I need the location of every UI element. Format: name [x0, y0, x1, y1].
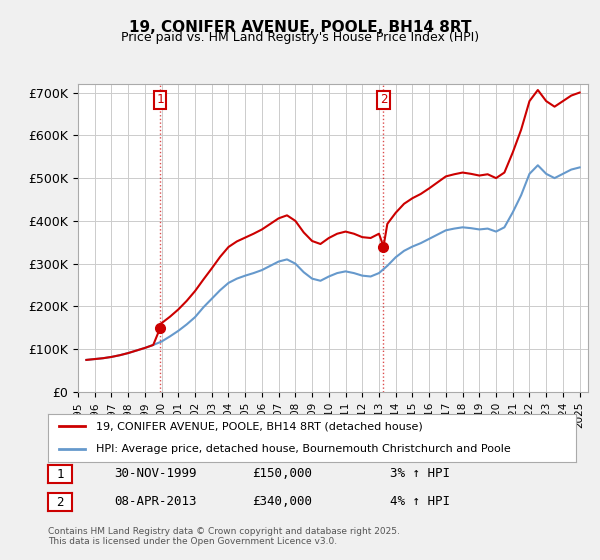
Text: 2: 2 [380, 93, 387, 106]
Text: 1: 1 [56, 468, 64, 481]
Text: 4% ↑ HPI: 4% ↑ HPI [390, 494, 450, 508]
Text: 1: 1 [157, 93, 164, 106]
Text: HPI: Average price, detached house, Bournemouth Christchurch and Poole: HPI: Average price, detached house, Bour… [95, 444, 510, 454]
Text: 30-NOV-1999: 30-NOV-1999 [114, 466, 197, 480]
Text: 08-APR-2013: 08-APR-2013 [114, 494, 197, 508]
Text: 3% ↑ HPI: 3% ↑ HPI [390, 466, 450, 480]
Text: 19, CONIFER AVENUE, POOLE, BH14 8RT (detached house): 19, CONIFER AVENUE, POOLE, BH14 8RT (det… [95, 421, 422, 431]
Text: 19, CONIFER AVENUE, POOLE, BH14 8RT: 19, CONIFER AVENUE, POOLE, BH14 8RT [129, 20, 471, 35]
Text: £340,000: £340,000 [252, 494, 312, 508]
Text: Contains HM Land Registry data © Crown copyright and database right 2025.
This d: Contains HM Land Registry data © Crown c… [48, 526, 400, 546]
Text: 2: 2 [56, 496, 64, 509]
Text: Price paid vs. HM Land Registry's House Price Index (HPI): Price paid vs. HM Land Registry's House … [121, 31, 479, 44]
Text: £150,000: £150,000 [252, 466, 312, 480]
